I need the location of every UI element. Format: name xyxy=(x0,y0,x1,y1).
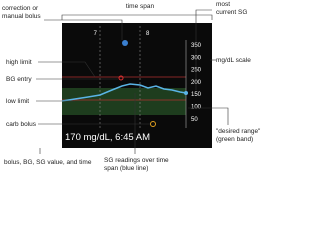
time-span-bracket xyxy=(61,14,213,20)
bg-entry-icon xyxy=(118,75,124,81)
desired-range-band xyxy=(62,88,186,115)
pointer xyxy=(44,19,123,40)
left-label: low limit xyxy=(6,98,29,105)
scale-label: 200 xyxy=(191,80,202,86)
left-label: BG entry xyxy=(6,76,32,83)
scale-label: 350 xyxy=(191,43,202,49)
pointer xyxy=(195,9,212,90)
hour-label: 8 xyxy=(146,31,150,37)
scale-label: 150 xyxy=(191,92,202,98)
left-label: correction or manual bolus xyxy=(2,5,41,20)
scale-label: 100 xyxy=(191,105,202,111)
title: time span xyxy=(126,3,155,10)
left-label: carb bolus xyxy=(6,121,37,128)
diagram: 7 8 350 300 250 200 150 100 50 170 mg/dL, 6:45… xyxy=(2,1,261,172)
left-label: high limit xyxy=(6,59,32,66)
pointer xyxy=(38,61,96,78)
carb-bolus-icon xyxy=(150,121,156,127)
hour-label: 7 xyxy=(94,31,98,37)
bolus-icon xyxy=(122,40,128,46)
scale-label: 250 xyxy=(191,68,202,74)
current-sg-marker xyxy=(184,91,188,95)
device-screen xyxy=(62,23,212,148)
status-text: 170 mg/dL, 6:45 AM xyxy=(65,132,150,143)
right-label: most current SG xyxy=(216,1,247,16)
right-label: "desired range" (green band) xyxy=(216,128,261,143)
right-label: mg/dL scale xyxy=(216,57,251,64)
sg-line xyxy=(61,83,187,102)
pointer xyxy=(188,107,229,125)
scale-label: 300 xyxy=(191,55,202,61)
bottom-label: SG readings over time span (blue line) xyxy=(104,157,169,172)
scale-label: 50 xyxy=(191,117,198,123)
bottom-label: bolus, BG, SG value, and time xyxy=(4,159,92,166)
